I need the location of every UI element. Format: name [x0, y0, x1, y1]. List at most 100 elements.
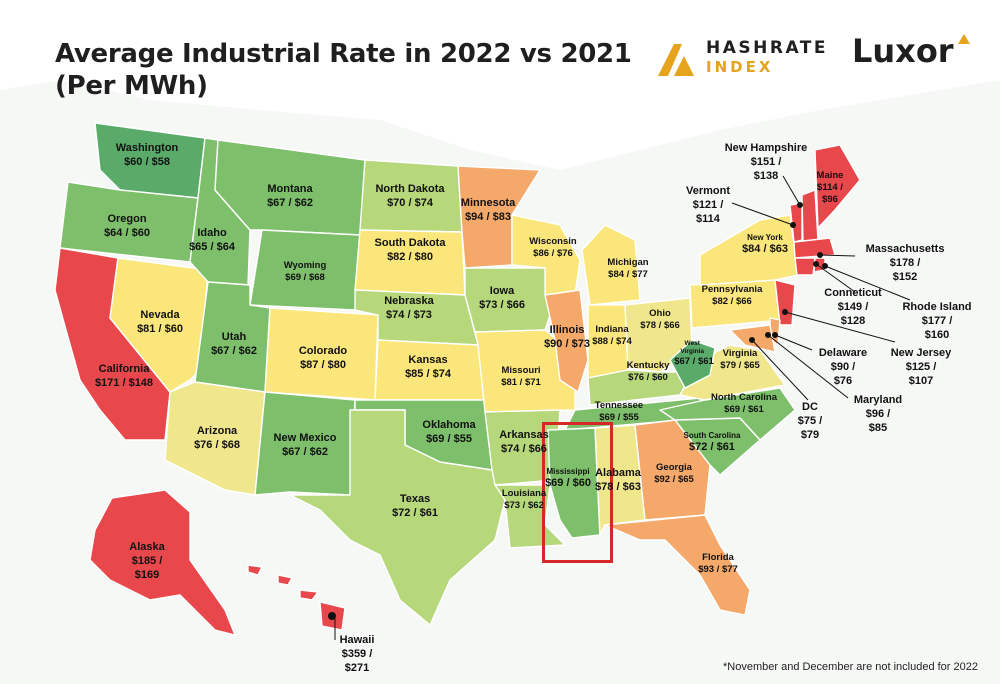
state-value: $81 / $60 [137, 323, 183, 335]
label-utah: Utah $67 / $62 [211, 330, 257, 358]
label-nevada: Nevada $81 / $60 [137, 308, 183, 336]
state-value: $60 / $58 [124, 156, 170, 168]
state-michigan [581, 224, 641, 306]
state-name: Ohio [649, 308, 671, 319]
label-oregon: Oregon $64 / $60 [104, 212, 150, 240]
label-colorado: Colorado $87 / $80 [299, 344, 347, 372]
label-ohio: Ohio $78 / $66 [640, 308, 680, 332]
state-value: $149 / $128 [837, 301, 869, 327]
label-michigan: Michigan $84 / $77 [607, 257, 648, 281]
state-new-mexico [254, 391, 356, 496]
label-illinois: Illinois $90 / $73 [544, 323, 590, 351]
state-value: $81 / $71 [501, 377, 541, 388]
hashrate-index-logo: HASHRATE INDEX [656, 38, 826, 78]
state-maine [814, 144, 861, 229]
state-georgia [634, 419, 711, 521]
state-name: North Dakota [375, 183, 445, 195]
state-connecticut [794, 257, 816, 276]
label-georgia: Georgia $92 / $65 [654, 462, 694, 486]
state-name: Delaware [818, 347, 868, 359]
state-value: $185 / $169 [131, 555, 163, 581]
label-north-carolina: North Carolina $69 / $61 [711, 392, 777, 416]
state-value: $96 / $85 [865, 408, 891, 434]
label-south-dakota: South Dakota $82 / $80 [375, 236, 446, 264]
label-maryland: Maryland $96 / $85 [854, 393, 902, 435]
label-new-york: New York $84 / $63 [742, 233, 788, 256]
state-value: $73 / $62 [504, 500, 544, 511]
state-name: Alabama [595, 467, 641, 479]
state-name: Alaska [129, 541, 165, 553]
state-value: $85 / $74 [405, 368, 451, 380]
label-nebraska: Nebraska $74 / $73 [384, 294, 434, 322]
state-value: $171 / $148 [94, 377, 154, 389]
label-massachusetts: Massachusetts $178 / $152 [866, 242, 945, 284]
hashrate-mark-icon [658, 44, 694, 76]
state-florida [604, 514, 751, 616]
label-maine: Maine $114 / $96 [810, 170, 850, 206]
label-indiana: Indiana $88 / $74 [592, 324, 632, 348]
page-title: Average Industrial Rate in 2022 vs 2021 … [55, 38, 632, 102]
state-name: North Carolina [711, 392, 777, 403]
luxor-text: Luxor [852, 32, 954, 70]
state-value: $78 / $66 [640, 320, 680, 331]
state-value: $88 / $74 [592, 336, 632, 347]
state-value: $84 / $63 [742, 243, 788, 255]
label-iowa: Iowa $73 / $66 [479, 284, 525, 312]
state-value: $78 / $63 [595, 481, 641, 493]
state-name: Hawaii [339, 634, 375, 646]
state-value: $74 / $66 [501, 443, 547, 455]
state-value: $64 / $60 [104, 227, 150, 239]
state-value: $73 / $66 [479, 299, 525, 311]
state-value: $93 / $77 [698, 564, 738, 575]
label-california: California $171 / $148 [95, 362, 153, 390]
state-value: $69 / $68 [285, 272, 325, 283]
state-value: $125 / $107 [905, 361, 937, 387]
state-value: $94 / $83 [465, 211, 511, 223]
state-name: Massachusetts [865, 243, 945, 255]
label-washington: Washington $60 / $58 [116, 141, 179, 169]
label-delaware: Delaware $90 / $76 [819, 346, 867, 388]
state-value: $69 / $60 [545, 477, 591, 489]
state-value: $79 / $65 [720, 360, 760, 371]
state-value: $82 / $80 [387, 251, 433, 263]
state-value: $151 / $138 [750, 156, 782, 182]
state-value: $65 / $64 [189, 241, 235, 253]
state-name: West Virginia [680, 340, 705, 355]
label-new-mexico: New Mexico $67 / $62 [274, 431, 337, 459]
state-alaska [89, 489, 236, 636]
label-mississippi: Mississippi $69 / $60 [545, 467, 591, 490]
state-name: Virginia [722, 348, 758, 359]
state-value: $114 / $96 [817, 182, 843, 205]
state-value: $76 / $68 [194, 439, 240, 451]
state-value: $76 / $60 [628, 372, 668, 383]
state-name: Georgia [656, 462, 692, 473]
state-name: South Carolina [683, 431, 741, 440]
label-north-dakota: North Dakota $70 / $74 [375, 182, 444, 210]
title-line1: Average Industrial Rate in 2022 vs 2021 [55, 39, 632, 69]
state-name: Missouri [501, 365, 541, 376]
label-louisiana: Louisiana $73 / $62 [502, 488, 546, 512]
state-name: Louisiana [501, 488, 547, 499]
state-name: Washington [115, 142, 179, 154]
state-name: Nebraska [384, 295, 434, 307]
state-name: Colorado [298, 345, 348, 357]
state-name: Arizona [196, 425, 238, 437]
label-missouri: Missouri $81 / $71 [501, 365, 541, 389]
state-west-virginia [669, 339, 716, 389]
footnote: *November and December are not included … [723, 661, 978, 673]
state-name: Tennessee [594, 400, 644, 411]
state-value: $90 / $76 [830, 361, 856, 387]
label-west-virginia: West Virginia $67 / $61 [674, 340, 714, 367]
state-name: Mississippi [546, 467, 590, 476]
state-name: Michigan [607, 257, 649, 268]
state-value: $177 / $160 [921, 315, 953, 341]
label-virginia: Virginia $79 / $65 [720, 348, 760, 372]
state-name: Arkansas [499, 429, 549, 441]
state-name: Pennsylvania [701, 284, 763, 295]
state-value: $67 / $61 [674, 356, 714, 367]
state-name: South Dakota [374, 237, 446, 249]
state-value: $69 / $55 [599, 412, 639, 423]
state-name: Iowa [489, 285, 515, 297]
label-wyoming: Wyoming $69 / $68 [284, 260, 327, 284]
label-arkansas: Arkansas $74 / $66 [499, 428, 549, 456]
